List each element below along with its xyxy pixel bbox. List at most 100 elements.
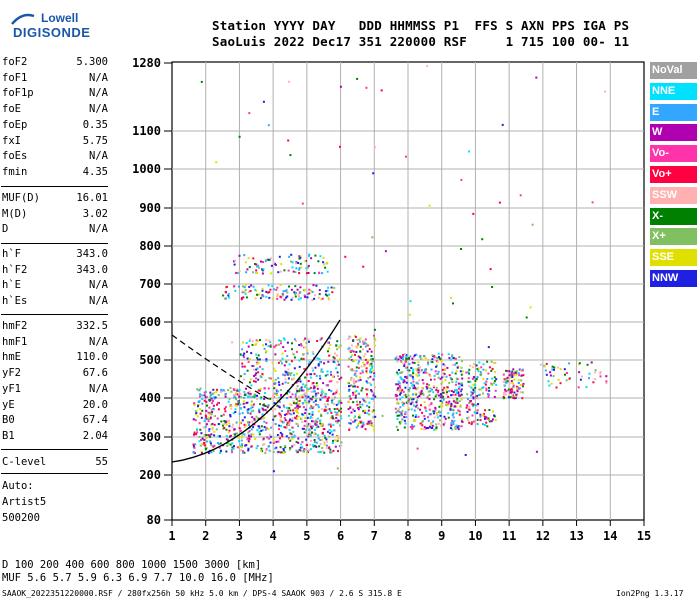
echo-dot [248, 390, 251, 393]
echo-dot [460, 248, 462, 250]
echo-dot [487, 346, 490, 349]
echo-dot [314, 432, 317, 435]
echo-dot [243, 426, 246, 428]
echo-dot [262, 295, 265, 298]
echo-dot [335, 413, 338, 416]
echo-dot [410, 403, 413, 406]
echo-dot [305, 451, 308, 454]
logo-lowell-text: Lowell [41, 11, 79, 25]
echo-dot [399, 359, 402, 362]
echo-dot [474, 386, 477, 389]
echo-dot [289, 439, 292, 442]
echo-dot [265, 449, 268, 452]
echo-dot [488, 420, 491, 423]
echo-dot [222, 413, 225, 416]
echo-dot [238, 427, 241, 430]
echo-dot [348, 346, 351, 349]
y-tick-label: 900 [139, 201, 161, 215]
echo-dot [307, 338, 310, 341]
echo-dot [245, 424, 248, 427]
echo-dot [279, 451, 282, 454]
echo-dot [467, 416, 470, 419]
echo-dot [479, 371, 482, 374]
echo-dot [362, 265, 365, 268]
echo-dot [268, 291, 271, 294]
echo-dot [418, 395, 421, 397]
echo-dot [494, 370, 497, 373]
echo-dot [318, 293, 321, 296]
echo-dot [361, 387, 364, 390]
param-name: foEs [2, 150, 28, 163]
echo-dot [271, 285, 274, 287]
echo-dot [241, 290, 244, 293]
echo-dot [195, 409, 198, 412]
echo-dot [413, 384, 415, 387]
echo-dot [230, 404, 233, 407]
echo-dot [278, 396, 281, 399]
echo-dot [247, 291, 250, 293]
legend-item: E [650, 103, 697, 121]
echo-dot [368, 401, 371, 404]
echo-dot [294, 271, 297, 273]
echo-dot [359, 350, 362, 353]
echo-dot [320, 393, 323, 396]
echo-dot [357, 362, 360, 365]
echo-dot [212, 450, 215, 453]
echo-dot [285, 360, 288, 363]
echo-dot [594, 378, 597, 381]
echo-dot [410, 382, 413, 385]
echo-dot [374, 395, 377, 398]
echo-dot [305, 428, 308, 431]
echo-dot [397, 401, 400, 404]
echo-dot [212, 445, 215, 448]
echo-dot [309, 376, 312, 379]
echo-dot [232, 447, 235, 450]
echo-dot [329, 423, 332, 426]
echo-dot [405, 357, 408, 360]
echo-dot [309, 397, 312, 400]
echo-dot [334, 445, 337, 448]
echo-dot [269, 377, 272, 380]
echo-dot [412, 387, 415, 390]
echo-dot [317, 404, 320, 406]
echo-dot [332, 449, 335, 452]
echo-dot [370, 355, 373, 357]
echo-dot [247, 440, 250, 443]
echo-dot [321, 272, 324, 275]
echo-dot [267, 404, 270, 407]
echo-dot [258, 427, 261, 430]
echo-dot [368, 364, 371, 367]
echo-dot [270, 264, 273, 267]
echo-dot [510, 372, 513, 375]
echo-dot [441, 400, 444, 403]
echo-dot [415, 401, 418, 404]
echo-dot [256, 429, 259, 432]
echo-dot [352, 408, 355, 411]
echo-dot [274, 344, 277, 347]
echo-dot [225, 420, 228, 423]
echo-dot [207, 418, 210, 421]
echo-dot [233, 394, 236, 396]
echo-dot [415, 388, 418, 391]
echo-dot [251, 416, 254, 419]
echo-dot [295, 267, 298, 270]
echo-dot [483, 413, 485, 416]
echo-dot [286, 291, 289, 294]
echo-dot [309, 417, 312, 420]
echo-dot [297, 380, 300, 383]
echo-dot [439, 411, 442, 414]
echo-dot [403, 394, 406, 397]
echo-dot [214, 396, 217, 399]
echo-dot [519, 391, 522, 394]
echo-dot [324, 290, 327, 293]
echo-dot [477, 403, 480, 405]
echo-dot [451, 355, 454, 358]
echo-dot [296, 407, 299, 410]
echo-dot [409, 300, 412, 303]
echo-dot [255, 415, 258, 418]
echo-dot [406, 366, 409, 369]
echo-dot [357, 379, 360, 382]
echo-dot [359, 376, 362, 379]
echo-dot [430, 423, 433, 426]
